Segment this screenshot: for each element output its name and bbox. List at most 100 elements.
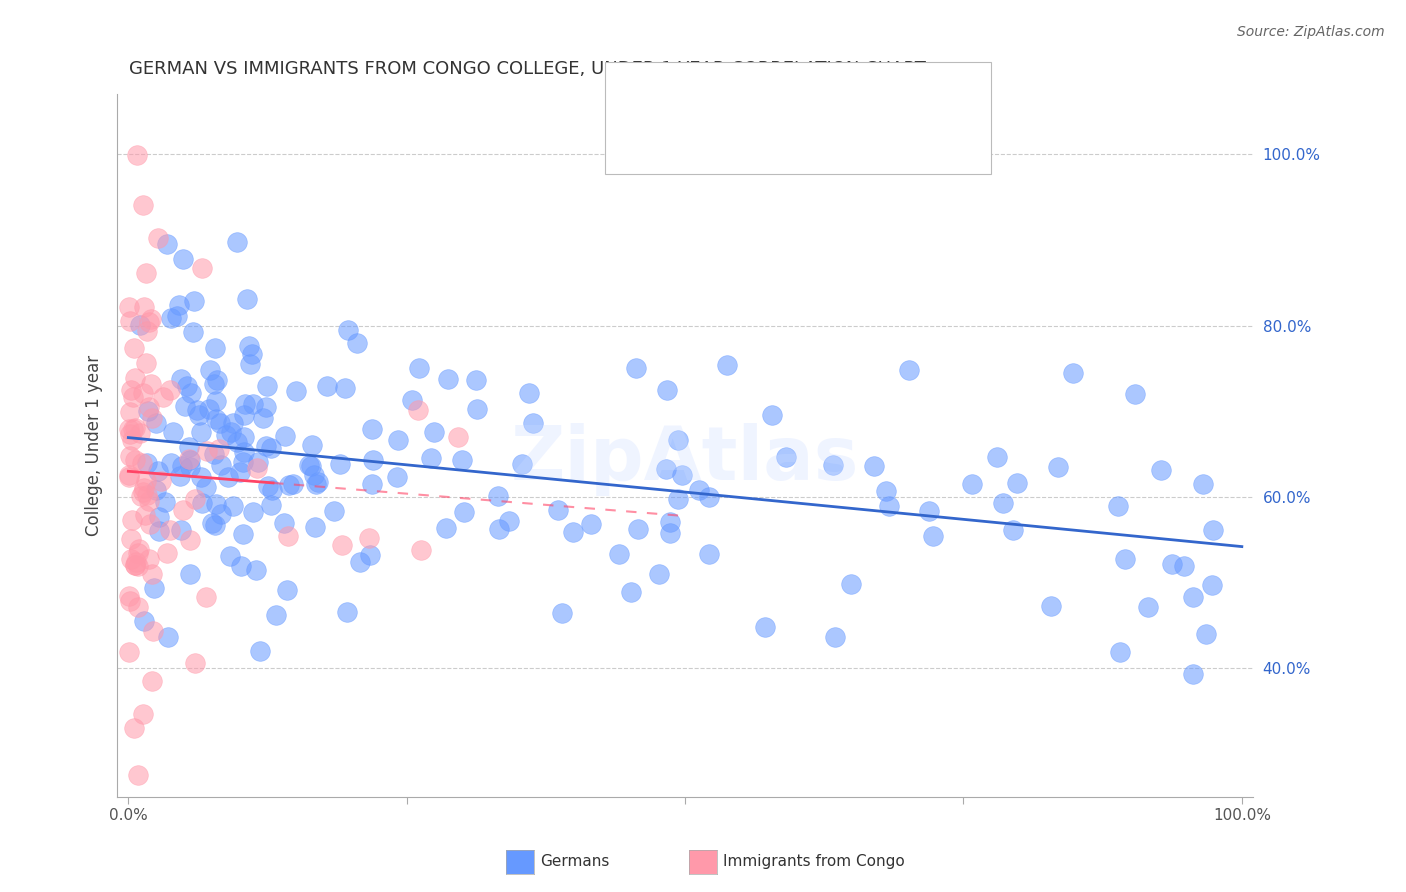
Point	[550, 607, 572, 621]
Point	[254, 401, 277, 415]
Point	[131, 456, 153, 470]
Point	[159, 383, 181, 397]
Point	[215, 428, 238, 442]
Point	[132, 300, 155, 314]
Point	[170, 523, 193, 537]
Point	[152, 390, 174, 404]
Point	[121, 434, 143, 448]
Point	[205, 497, 228, 511]
Point	[148, 231, 170, 245]
Point	[136, 324, 159, 338]
Text: N =: N =	[806, 86, 845, 103]
Point	[172, 459, 194, 474]
Point	[170, 371, 193, 385]
Point	[141, 567, 163, 582]
Point	[139, 376, 162, 391]
Point	[208, 442, 231, 456]
Point	[134, 475, 156, 489]
Point	[301, 438, 323, 452]
Point	[260, 483, 283, 497]
Point	[125, 555, 148, 569]
Text: GERMAN VS IMMIGRANTS FROM CONGO COLLEGE, UNDER 1 YEAR CORRELATION CHART: GERMAN VS IMMIGRANTS FROM CONGO COLLEGE,…	[128, 60, 925, 78]
Point	[359, 548, 381, 562]
Point	[307, 475, 329, 489]
Point	[127, 546, 149, 560]
Point	[242, 505, 264, 519]
Point	[148, 510, 170, 524]
Text: N =: N =	[806, 127, 845, 145]
Text: 80: 80	[853, 127, 879, 145]
Point	[159, 310, 181, 325]
Point	[316, 379, 339, 393]
Point	[434, 520, 457, 534]
Point	[246, 455, 269, 469]
Point	[122, 421, 145, 435]
Point	[225, 235, 247, 249]
Point	[322, 504, 344, 518]
Point	[671, 468, 693, 483]
Point	[179, 459, 201, 474]
Point	[277, 478, 299, 492]
Point	[666, 433, 689, 447]
Point	[360, 422, 382, 436]
Point	[209, 458, 232, 472]
Point	[775, 450, 797, 464]
Point	[1047, 460, 1070, 475]
Point	[256, 379, 278, 393]
Point	[304, 520, 326, 534]
Point	[156, 237, 179, 252]
Point	[360, 476, 382, 491]
Point	[260, 441, 283, 455]
Point	[190, 496, 212, 510]
Point	[120, 426, 142, 441]
Point	[260, 498, 283, 512]
Point	[254, 439, 277, 453]
Point	[132, 198, 155, 212]
Point	[118, 590, 141, 604]
Point	[658, 525, 681, 540]
Point	[627, 522, 650, 536]
Point	[233, 397, 256, 411]
Text: R =: R =	[658, 127, 697, 145]
Y-axis label: College, Under 1 year: College, Under 1 year	[86, 355, 103, 536]
Point	[139, 311, 162, 326]
Point	[138, 315, 160, 329]
Point	[145, 416, 167, 430]
Point	[166, 309, 188, 323]
Point	[141, 674, 163, 689]
Point	[118, 405, 141, 419]
Point	[118, 449, 141, 463]
Point	[188, 409, 211, 423]
Point	[184, 492, 207, 507]
Point	[655, 383, 678, 397]
Point	[132, 485, 155, 500]
Point	[991, 495, 1014, 509]
Point	[128, 426, 150, 441]
Point	[149, 474, 172, 488]
Point	[186, 403, 208, 417]
Point	[252, 411, 274, 425]
Point	[132, 614, 155, 628]
Point	[135, 356, 157, 370]
Point	[162, 425, 184, 439]
Point	[699, 547, 721, 561]
Point	[246, 461, 269, 475]
Point	[131, 385, 153, 400]
Point	[120, 314, 142, 328]
Point	[619, 585, 641, 599]
Point	[195, 590, 218, 604]
Point	[179, 453, 201, 467]
Point	[124, 558, 146, 572]
Point	[134, 508, 156, 522]
Point	[232, 527, 254, 541]
Point	[159, 524, 181, 538]
Point	[172, 503, 194, 517]
Point	[198, 401, 221, 416]
Point	[222, 499, 245, 513]
Point	[488, 489, 510, 503]
Point	[361, 453, 384, 467]
Point	[960, 476, 983, 491]
Point	[229, 559, 252, 574]
Point	[986, 450, 1008, 465]
Point	[204, 341, 226, 355]
